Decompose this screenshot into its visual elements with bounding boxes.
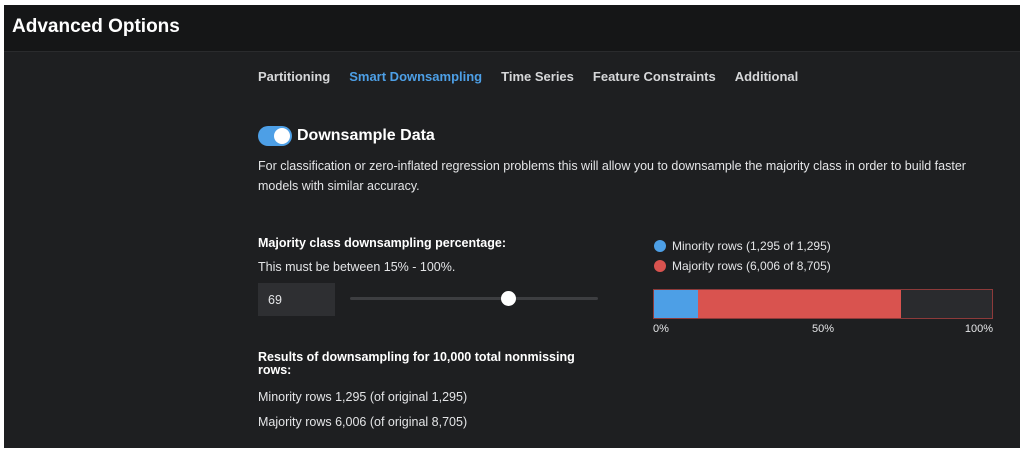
tick-label-0: 0% [653,323,669,335]
distribution-bar [653,289,993,319]
tick-label-100: 100% [964,323,993,335]
downsample-toggle[interactable] [258,126,292,146]
downsample-title: Downsample Data [297,127,435,144]
percentage-input[interactable] [258,283,335,316]
slider-thumb[interactable] [500,291,516,306]
legend-label-minority: Minority rows (1,295 of 1,295) [672,239,831,253]
tick-label-50: 50% [811,323,835,335]
legend-label-majority: Majority rows (6,006 of 8,705) [672,259,831,273]
results-majority-line: Majority rows 6,006 (of original 8,705) [258,415,468,429]
legend-item-majority: Majority rows (6,006 of 8,705) [654,256,831,276]
bar-axis: 0% 50% 100% [653,323,993,337]
legend-dot-minority [654,240,666,252]
tab-time-series[interactable]: Time Series [501,69,574,84]
percentage-hint: This must be between 15% - 100%. [258,260,456,274]
legend-dot-majority [654,260,666,272]
bar-segment-majority [697,290,901,318]
chart-legend: Minority rows (1,295 of 1,295) Majority … [654,236,831,276]
results-minority-line: Minority rows 1,295 (of original 1,295) [258,390,468,404]
tab-feature-constraints[interactable]: Feature Constraints [592,69,716,84]
percentage-label: Majority class downsampling percentage: [258,236,506,250]
options-tabs: Partitioning Smart Downsampling Time Ser… [258,69,817,84]
legend-item-minority: Minority rows (1,295 of 1,295) [654,236,831,256]
tab-partitioning[interactable]: Partitioning [258,69,331,84]
panel-title: Advanced Options [12,16,180,37]
bar-segment-minority [654,290,698,318]
percentage-slider[interactable] [350,291,598,306]
toggle-knob [274,128,290,144]
tab-additional[interactable]: Additional [734,69,799,84]
panel-header: Advanced Options [4,5,1020,52]
downsample-description: For classification or zero-inflated regr… [258,159,966,193]
results-title: Results of downsampling for 10,000 total… [258,350,575,377]
advanced-options-panel: Advanced Options Partitioning Smart Down… [4,5,1020,448]
tab-smart-downsampling[interactable]: Smart Downsampling [349,69,483,84]
